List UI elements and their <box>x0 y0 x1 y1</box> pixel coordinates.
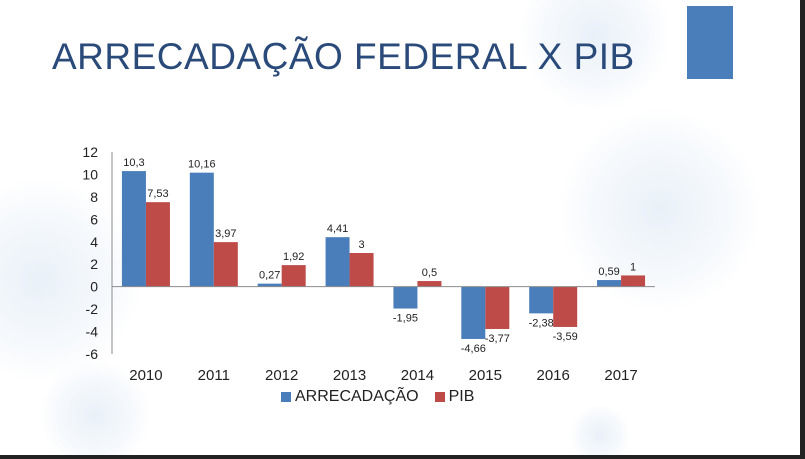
x-tick-label: 2016 <box>537 367 570 384</box>
accent-bar <box>687 6 733 79</box>
bar-pib <box>213 242 238 287</box>
y-tick-label: 10 <box>82 166 98 182</box>
slide-title: ARRECADAÇÃO FEDERAL X PIB <box>52 36 635 77</box>
legend-item: ARRECADAÇÃO <box>281 388 419 406</box>
bar-arrecadacao <box>597 280 622 287</box>
bar-pib <box>621 275 646 287</box>
y-tick-label: -6 <box>86 346 99 362</box>
y-tick-label: 6 <box>90 211 98 227</box>
bar-arrecadacao <box>189 172 214 287</box>
x-tick-label: 2014 <box>401 367 434 384</box>
y-tick-label: 4 <box>90 234 98 250</box>
x-tick-label: 2010 <box>129 367 162 384</box>
bar-pib <box>281 265 306 287</box>
bar-arrecadacao <box>393 286 418 309</box>
decorative-bubble <box>560 110 760 310</box>
data-label: 3,97 <box>215 228 236 240</box>
data-label: -3,59 <box>553 331 578 343</box>
y-tick-label: -4 <box>86 324 99 340</box>
decorative-bubble <box>570 405 630 455</box>
bar-pib <box>349 253 374 287</box>
y-tick-label: 2 <box>90 256 98 272</box>
data-label: 10,3 <box>123 157 144 169</box>
bar-pib <box>145 202 170 287</box>
data-label: 10,16 <box>188 159 216 171</box>
y-tick-label: 8 <box>90 189 98 205</box>
x-tick-label: 2012 <box>265 367 298 384</box>
decorative-bubble <box>40 360 150 455</box>
x-tick-label: 2013 <box>333 367 366 384</box>
legend-swatch <box>281 392 291 402</box>
y-tick-label: -2 <box>86 301 99 317</box>
data-label: -3,77 <box>485 333 510 345</box>
x-tick-label: 2015 <box>469 367 502 384</box>
x-tick-label: 2011 <box>198 367 230 384</box>
legend-label: ARRECADAÇÃO <box>295 388 419 405</box>
bar-arrecadacao <box>325 237 350 287</box>
y-tick-label: 0 <box>90 279 98 295</box>
bar-arrecadacao <box>461 286 486 339</box>
y-tick-label: 12 <box>82 144 98 160</box>
data-label: 7,53 <box>147 188 168 200</box>
data-label: 0,5 <box>422 267 437 279</box>
data-label: 4,41 <box>327 223 348 235</box>
data-label: 1,92 <box>283 251 304 263</box>
bar-pib <box>553 286 578 327</box>
bar-arrecadacao <box>257 283 282 287</box>
bar-pib <box>485 286 510 329</box>
data-label: 0,59 <box>598 266 619 278</box>
legend-item: PIB <box>434 388 475 406</box>
data-label: -2,38 <box>529 317 554 329</box>
data-label: 3 <box>359 239 365 251</box>
legend-label: PIB <box>448 388 475 405</box>
bar-arrecadacao <box>121 171 146 287</box>
chart-legend: ARRECADAÇÃO PIB <box>281 388 490 406</box>
legend-swatch <box>434 392 445 402</box>
bar-pib <box>417 281 442 287</box>
data-label: -4,66 <box>461 343 486 355</box>
bar-arrecadacao <box>529 286 554 314</box>
data-label: 1 <box>630 261 636 273</box>
data-label: 0,27 <box>259 270 280 282</box>
x-tick-label: 2017 <box>604 367 637 384</box>
data-label: -1,95 <box>393 313 418 325</box>
